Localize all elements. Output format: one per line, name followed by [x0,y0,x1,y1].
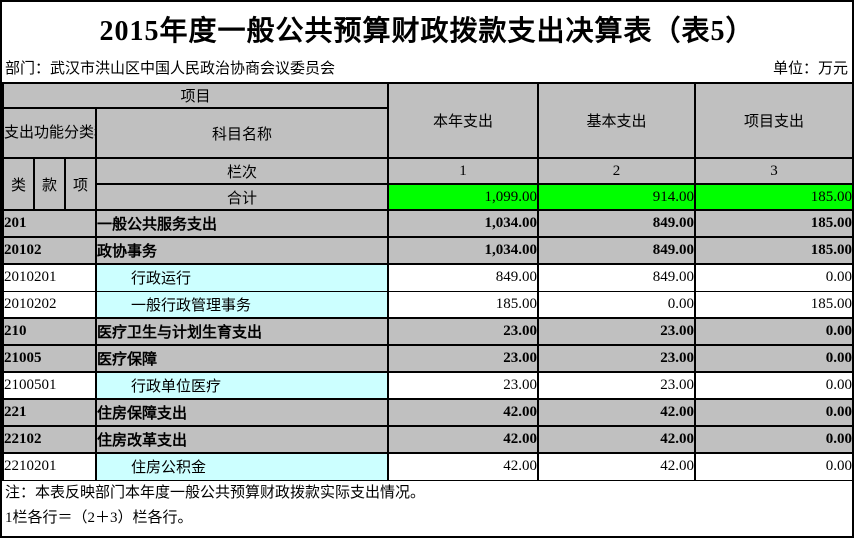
page-title: 2015年度一般公共预算财政拨款支出决算表（表5） [99,16,755,47]
unit-label: 单位：万元 [772,61,848,77]
row-project-value: 0.00 [694,317,852,346]
row-project-value: 0.00 [694,425,852,454]
row-current-year-value: 23.00 [387,344,540,373]
row-current-year-value: 23.00 [387,371,540,400]
department-label: 部门：武汉市洪山区中国人民政治协商会议委员会 [5,61,336,77]
header-subject-name: 科目名称 [94,107,390,159]
row-code: 201 [2,209,97,238]
row-code: 2010201 [2,263,97,292]
table-row: 201 一般公共服务支出 1,034.00 849.00 185.00 [2,209,852,238]
expenditure-table: 项目 本年支出 基本支出 项目支出 支出功能分类科目编码 科目名称 类 款 项 … [2,82,852,481]
row-subject-name: 医疗卫生与计划生育支出 [94,317,390,346]
row-basic-value: 23.00 [537,371,697,400]
table-row: 2010202 一般行政管理事务 185.00 0.00 185.00 [2,290,852,319]
row-current-year-value: 1,034.00 [387,236,540,265]
row-project-value: 0.00 [694,344,852,373]
table-row: 210 医疗卫生与计划生育支出 23.00 23.00 0.00 [2,317,852,346]
header-col-project-expense: 项目支出 [694,82,852,159]
row-code: 221 [2,398,97,427]
row-current-year-value: 42.00 [387,398,540,427]
row-project-value: 0.00 [694,398,852,427]
row-current-year-value: 1,034.00 [387,209,540,238]
meta-row: 部门：武汉市洪山区中国人民政治协商会议委员会 单位：万元 [2,56,852,82]
header-col-subcategory: 款 [33,157,66,211]
row-subject-name: 住房公积金 [94,452,390,481]
column-number-3: 3 [694,157,852,185]
row-basic-value: 849.00 [537,236,697,265]
total-project: 185.00 [694,183,852,211]
row-subject-name: 住房改革支出 [94,425,390,454]
row-project-value: 0.00 [694,371,852,400]
row-current-year-value: 849.00 [387,263,540,292]
row-current-year-value: 23.00 [387,317,540,346]
row-code: 210 [2,317,97,346]
row-basic-value: 849.00 [537,209,697,238]
table-body: 201 一般公共服务支出 1,034.00 849.00 185.00 2010… [2,209,852,481]
row-project-value: 0.00 [694,263,852,292]
total-current-year: 1,099.00 [387,183,540,211]
row-basic-value: 42.00 [537,425,697,454]
row-code: 20102 [2,236,97,265]
footnote-2: 1栏各行＝（2＋3）栏各行。 [5,509,193,526]
header-project: 项目 [2,82,390,109]
row-subject-name: 一般行政管理事务 [94,290,390,319]
row-subject-name: 政协事务 [94,236,390,265]
table-row: 21005 医疗保障 23.00 23.00 0.00 [2,344,852,373]
row-project-value: 0.00 [694,452,852,481]
table-row: 20102 政协事务 1,034.00 849.00 185.00 [2,236,852,265]
header-col-current-year: 本年支出 [387,82,540,159]
table-row: 2100501 行政单位医疗 23.00 23.00 0.00 [2,371,852,400]
row-basic-value: 0.00 [537,290,697,319]
table-row: 2210201 住房公积金 42.00 42.00 0.00 [2,452,852,481]
row-code: 2210201 [2,452,97,481]
column-number-2: 2 [537,157,697,185]
row-basic-value: 42.00 [537,398,697,427]
header-col-category: 类 [2,157,35,211]
row-subject-name: 住房保障支出 [94,398,390,427]
row-subject-name: 行政单位医疗 [94,371,390,400]
row-subject-name: 医疗保障 [94,344,390,373]
table-row: 22102 住房改革支出 42.00 42.00 0.00 [2,425,852,454]
header-code-label: 支出功能分类科目编码 [2,107,97,159]
table-row: 2010201 行政运行 849.00 849.00 0.00 [2,263,852,292]
footnotes: 注：本表反映部门本年度一般公共预算财政拨款实际支出情况。 1栏各行＝（2＋3）栏… [2,481,852,531]
footnote-1: 注：本表反映部门本年度一般公共预算财政拨款实际支出情况。 [5,484,426,501]
row-basic-value: 42.00 [537,452,697,481]
row-project-value: 185.00 [694,209,852,238]
row-basic-value: 849.00 [537,263,697,292]
row-current-year-value: 185.00 [387,290,540,319]
row-subject-name: 行政运行 [94,263,390,292]
row-code: 22102 [2,425,97,454]
total-basic: 914.00 [537,183,697,211]
row-code: 2010202 [2,290,97,319]
column-number-1: 1 [387,157,540,185]
row-basic-value: 23.00 [537,317,697,346]
header-col-basic: 基本支出 [537,82,697,159]
row-project-value: 185.00 [694,236,852,265]
table-row: 221 住房保障支出 42.00 42.00 0.00 [2,398,852,427]
header-column-index-label: 栏次 [94,157,390,185]
row-subject-name: 一般公共服务支出 [94,209,390,238]
row-project-value: 185.00 [694,290,852,319]
table-header: 项目 本年支出 基本支出 项目支出 支出功能分类科目编码 科目名称 类 款 项 … [2,82,852,211]
header-col-item: 项 [64,157,97,211]
row-code: 21005 [2,344,97,373]
row-basic-value: 23.00 [537,344,697,373]
row-code: 2100501 [2,371,97,400]
total-row-label: 合计 [94,183,390,211]
row-current-year-value: 42.00 [387,425,540,454]
row-current-year-value: 42.00 [387,452,540,481]
